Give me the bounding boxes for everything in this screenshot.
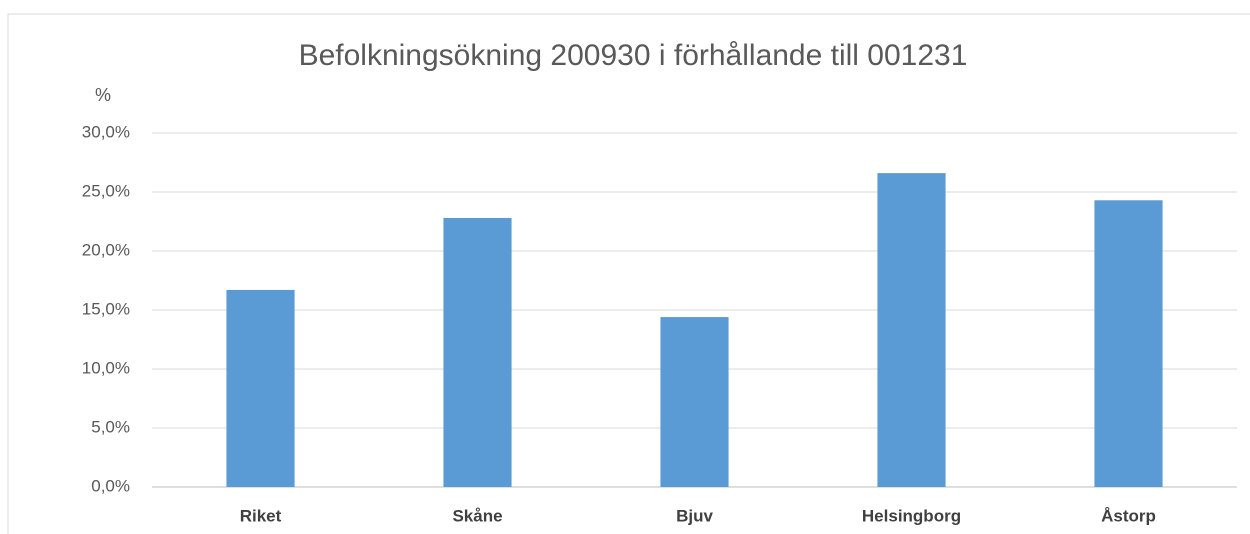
y-tick-label: 10,0% (82, 358, 130, 377)
bar (877, 173, 946, 487)
x-tick-label: Helsingborg (862, 506, 961, 525)
bar (660, 317, 729, 487)
x-tick-label: Bjuv (676, 506, 713, 525)
bar (1094, 200, 1163, 487)
bar (226, 289, 295, 487)
chart-border (7, 13, 1250, 534)
x-tick-label: Riket (240, 506, 282, 525)
y-tick-label: 15,0% (82, 299, 130, 318)
y-tick-label: 25,0% (82, 181, 130, 200)
x-tick-label: Skåne (452, 506, 502, 525)
chart-title: Befolkningsökning 200930 i förhållande t… (299, 39, 968, 72)
bar (443, 217, 512, 487)
y-tick-label: 0,0% (91, 476, 130, 495)
y-tick-label: 5,0% (91, 417, 130, 436)
y-axis-label: % (95, 85, 111, 105)
y-tick-label: 30,0% (82, 122, 130, 141)
y-tick-label: 20,0% (82, 240, 130, 259)
x-tick-label: Åstorp (1101, 506, 1156, 525)
